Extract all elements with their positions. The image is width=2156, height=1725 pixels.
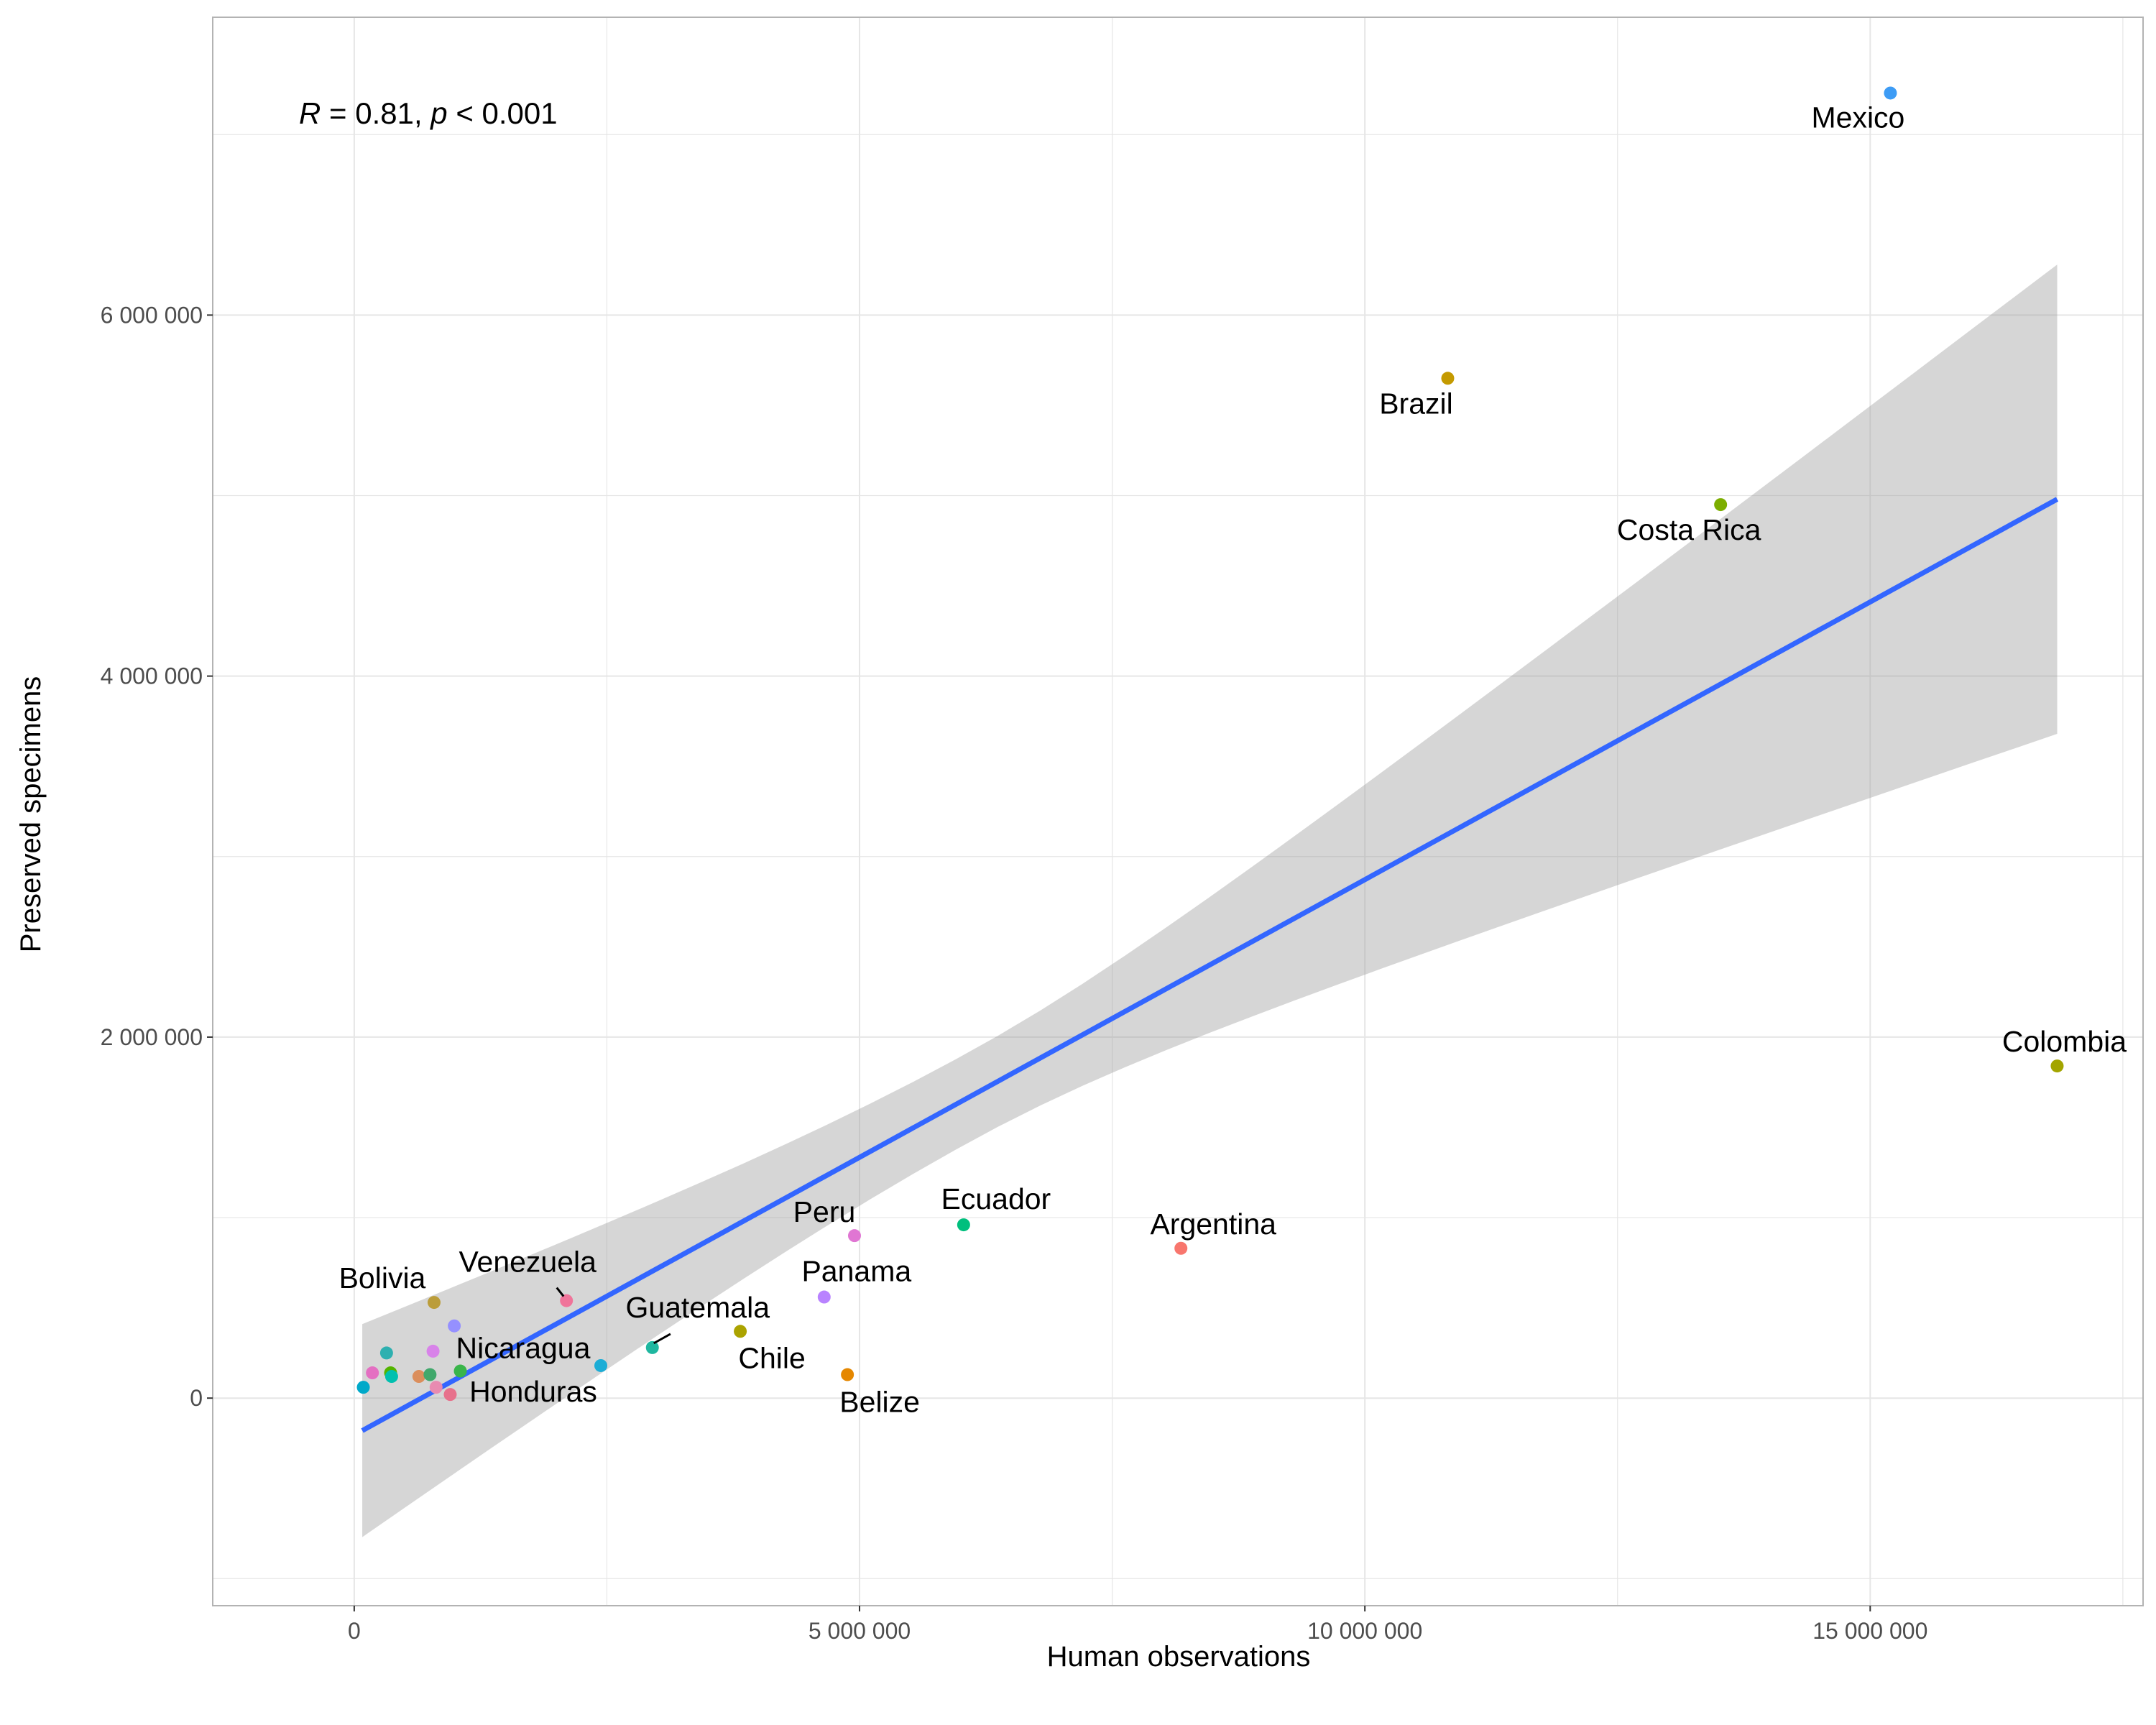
regression-line — [361, 497, 2059, 1433]
y-tick-label: 0 — [190, 1385, 203, 1411]
x-tick-label: 15 000 000 — [1812, 1618, 1927, 1644]
panel-border — [212, 17, 2144, 1606]
data-point-honduras — [594, 1358, 608, 1372]
data-point-chile — [734, 1325, 747, 1338]
confidence-band-area — [362, 264, 2058, 1537]
data-point-brazil — [1441, 372, 1455, 385]
grid — [213, 17, 2143, 1606]
point-label-chile: Chile — [738, 1341, 805, 1374]
data-point-panama — [817, 1290, 831, 1304]
confidence-band — [362, 264, 2058, 1537]
point-label-colombia: Colombia — [2002, 1025, 2127, 1058]
y-axis-title: Preserved specimens — [15, 676, 47, 953]
data-point-mexico — [1884, 86, 1897, 100]
x-tick-label: 10 000 000 — [1307, 1618, 1422, 1644]
point-label-ecuador: Ecuador — [941, 1182, 1051, 1215]
data-point-unlabeled-20 — [366, 1366, 379, 1380]
data-point-argentina — [1174, 1241, 1188, 1255]
point-label-brazil: Brazil — [1379, 387, 1453, 420]
point-label-guatemala: Guatemala — [625, 1291, 770, 1324]
stat-annotation: R = 0.81, p < 0.001 — [299, 96, 558, 130]
data-point-unlabeled-21 — [412, 1370, 425, 1384]
data-point-unlabeled-25 — [356, 1381, 370, 1394]
label-leader-venezuela — [556, 1287, 565, 1297]
label-leader-guatemala — [653, 1333, 671, 1345]
stat-r-value: = 0.81, — [321, 96, 430, 130]
data-point-peru — [847, 1229, 861, 1243]
stat-p-value: < 0.001 — [448, 96, 558, 130]
data-point-nicaragua — [453, 1364, 467, 1378]
point-label-mexico: Mexico — [1811, 101, 1904, 134]
point-label-belize: Belize — [839, 1386, 920, 1419]
y-tick-label: 2 000 000 — [101, 1024, 203, 1050]
y-tick-label: 6 000 000 — [101, 302, 203, 328]
data-point-colombia — [2050, 1059, 2064, 1073]
y-tick-label: 4 000 000 — [101, 663, 203, 689]
point-label-venezuela: Venezuela — [459, 1246, 596, 1279]
point-labels: Mexico Brazil Costa Rica Colombia Argentina E… — [339, 101, 2127, 1418]
point-label-honduras: Honduras — [469, 1375, 597, 1408]
stat-r-symbol: R — [299, 96, 321, 130]
data-point-unlabeled-19 — [384, 1370, 398, 1384]
data-point-unlabeled-23 — [429, 1381, 443, 1394]
x-tick-label: 0 — [348, 1618, 361, 1644]
x-tick-label: 5 000 000 — [808, 1618, 911, 1644]
data-point-unlabeled-22 — [423, 1368, 437, 1381]
stat-p-symbol: p — [429, 96, 447, 130]
data-point-costa-rica — [1714, 498, 1728, 512]
point-label-nicaragua: Nicaragua — [456, 1332, 591, 1365]
regression-line-path — [361, 497, 2059, 1433]
point-label-bolivia: Bolivia — [339, 1261, 426, 1294]
data-point-bolivia — [427, 1296, 441, 1310]
data-point-belize — [841, 1368, 854, 1381]
data-point-guatemala — [645, 1340, 659, 1354]
point-label-costa-rica: Costa Rica — [1617, 513, 1761, 546]
point-label-peru: Peru — [793, 1195, 856, 1228]
point-label-argentina: Argentina — [1150, 1208, 1276, 1241]
data-point-venezuela — [560, 1294, 573, 1307]
x-axis-ticks: 0 5 000 000 10 000 000 15 000 000 — [348, 1606, 1927, 1644]
data-point-unlabeled-16 — [426, 1344, 440, 1358]
point-label-panama: Panama — [801, 1255, 911, 1288]
y-axis-ticks: 0 2 000 000 4 000 000 6 000 000 — [101, 302, 213, 1411]
data-point-unlabeled-15 — [448, 1319, 461, 1333]
data-points — [356, 86, 2064, 1402]
data-point-unlabeled-24 — [443, 1388, 457, 1402]
x-axis-title: Human observations — [1047, 1641, 1311, 1673]
data-point-unlabeled-17 — [379, 1346, 393, 1360]
data-point-ecuador — [957, 1218, 970, 1232]
